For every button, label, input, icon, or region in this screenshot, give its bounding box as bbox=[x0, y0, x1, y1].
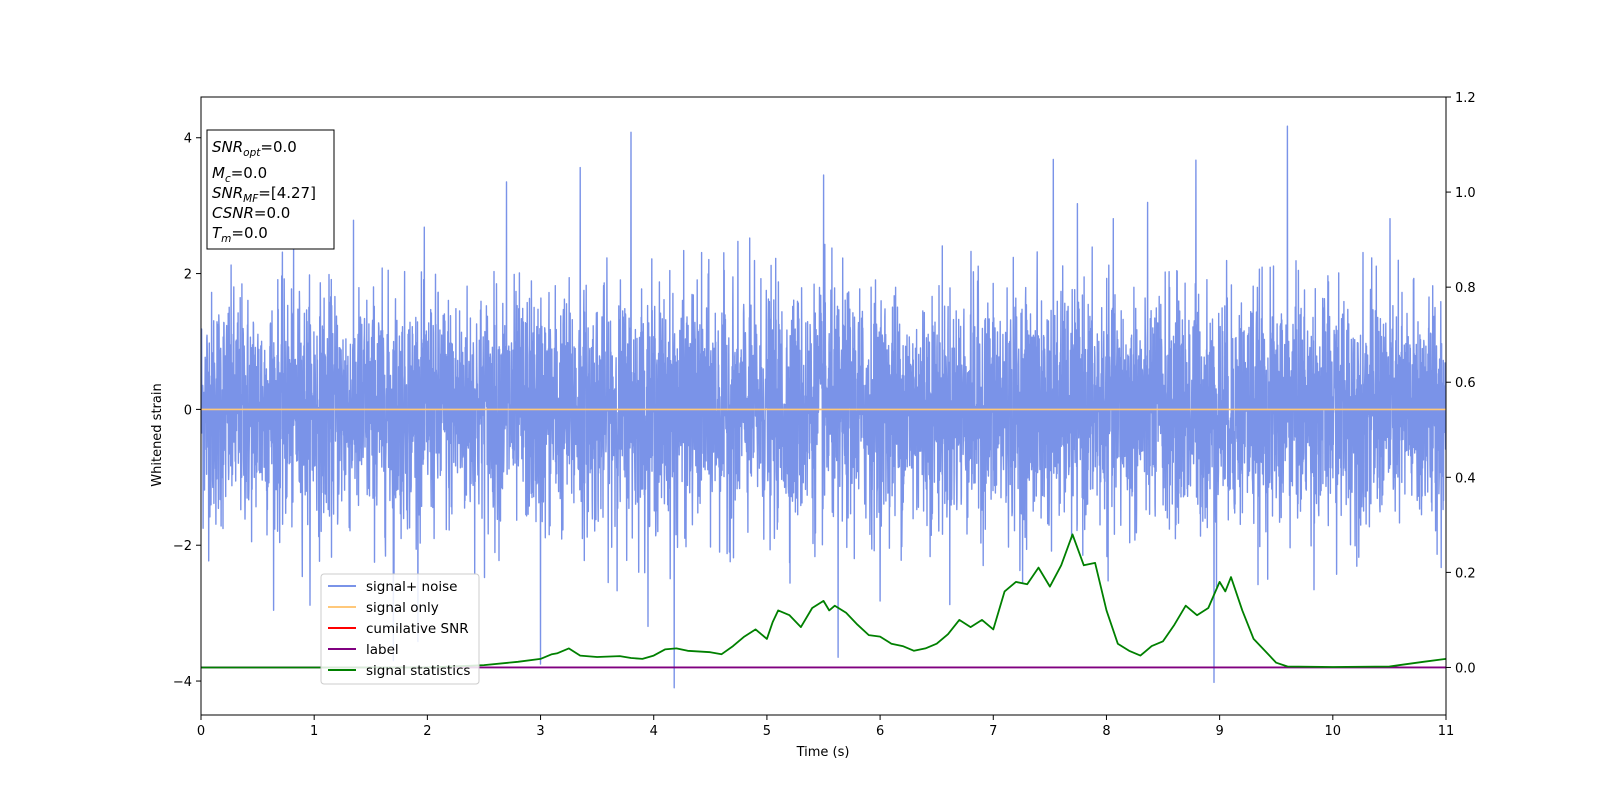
y-tick-label: −2 bbox=[173, 539, 192, 554]
x-tick-label: 8 bbox=[1102, 724, 1110, 739]
info-mc: Mc=0.0 bbox=[212, 164, 267, 185]
series-signal-noise bbox=[201, 125, 1446, 689]
y2-tick-label: 0.8 bbox=[1455, 281, 1476, 296]
legend-label-signal-noise: signal+ noise bbox=[366, 579, 457, 595]
info-tm: Tm=0.0 bbox=[212, 224, 268, 245]
y-tick-label: −4 bbox=[173, 675, 192, 690]
x-tick-label: 11 bbox=[1438, 724, 1455, 739]
legend: signal+ noise signal only cumilative SNR… bbox=[320, 573, 480, 685]
legend-label-signal-only: signal only bbox=[366, 600, 439, 616]
info-snr-opt: SNRopt=0.0 bbox=[212, 138, 297, 159]
x-tick-label: 10 bbox=[1325, 724, 1342, 739]
x-tick-label: 2 bbox=[423, 724, 431, 739]
info-csnr: CSNR=0.0 bbox=[212, 204, 290, 222]
x-tick-label: 4 bbox=[650, 724, 658, 739]
x-tick-label: 0 bbox=[197, 724, 205, 739]
y2-tick-label: 0.2 bbox=[1455, 566, 1476, 581]
y2-tick-label: 0.0 bbox=[1455, 661, 1476, 676]
y-axis-label: Whitened strain bbox=[150, 383, 165, 486]
y2-tick-label: 1.0 bbox=[1455, 186, 1476, 201]
x-tick-label: 7 bbox=[989, 724, 997, 739]
legend-label-label: label bbox=[366, 642, 399, 658]
y-tick-label: 2 bbox=[184, 268, 192, 283]
x-tick-label: 9 bbox=[1215, 724, 1223, 739]
plot-frame bbox=[200, 96, 1447, 716]
x-axis-label: Time (s) bbox=[796, 745, 850, 760]
info-snr-mf: SNRMF=[4.27] bbox=[212, 184, 316, 205]
y2-tick-label: 1.2 bbox=[1455, 91, 1476, 106]
y2-tick-label: 0.4 bbox=[1455, 471, 1476, 486]
y-tick-label: 0 bbox=[184, 403, 192, 418]
info-box: SNRopt=0.0 Mc=0.0 SNRMF=[4.27] CSNR=0.0 … bbox=[206, 129, 335, 250]
x-tick-label: 3 bbox=[536, 724, 544, 739]
x-tick-label: 5 bbox=[763, 724, 771, 739]
x-tick-label: 6 bbox=[876, 724, 884, 739]
series-signal-statistics bbox=[201, 533, 1446, 669]
y-tick-label: 4 bbox=[184, 132, 192, 147]
y2-tick-label: 0.6 bbox=[1455, 376, 1476, 391]
legend-label-cumulative-snr: cumilative SNR bbox=[366, 621, 469, 637]
legend-label-signal-statistics: signal statistics bbox=[366, 663, 470, 679]
x-tick-label: 1 bbox=[310, 724, 318, 739]
